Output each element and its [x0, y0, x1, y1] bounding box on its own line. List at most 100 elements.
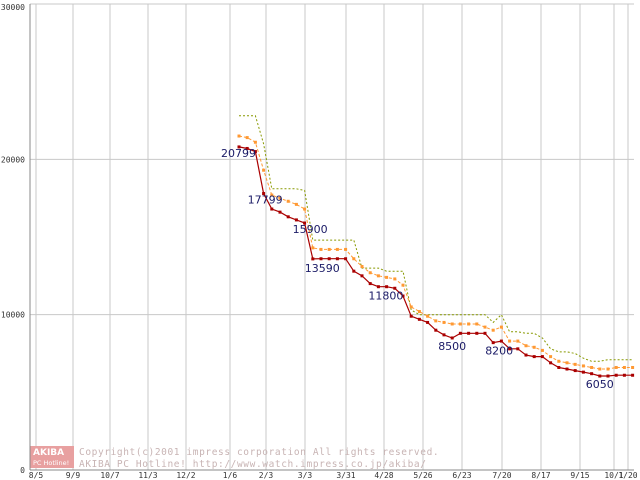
series-marker-avg: [401, 283, 405, 287]
series-marker-avg: [434, 319, 438, 323]
series-marker-avg: [335, 247, 339, 251]
x-tick-label: 10/1: [604, 471, 623, 480]
series-marker-min: [417, 317, 421, 321]
series-marker-min: [614, 373, 618, 377]
series-marker-avg: [499, 325, 503, 329]
series-marker-min: [368, 282, 372, 286]
series-marker-avg: [467, 322, 471, 326]
series-marker-min: [434, 328, 438, 332]
series-marker-min: [409, 314, 413, 318]
x-tick-label: 5/26: [413, 471, 432, 480]
series-marker-avg: [508, 339, 512, 343]
series-marker-avg: [270, 193, 274, 197]
series-marker-avg: [540, 348, 544, 352]
data-label: 13590: [305, 262, 340, 275]
x-tick-label: 8/5: [29, 471, 44, 480]
series-marker-avg: [524, 344, 528, 348]
x-tick-label: 4/28: [374, 471, 393, 480]
x-tick-label: 1/20: [618, 471, 637, 480]
data-label: 17799: [248, 194, 283, 207]
y-tick-label: 0: [20, 466, 25, 475]
series-marker-avg: [458, 322, 462, 326]
series-marker-min: [294, 218, 298, 222]
series-marker-min: [491, 341, 495, 345]
series-marker-min: [335, 257, 339, 261]
series-marker-min: [237, 145, 241, 149]
series-marker-min: [524, 353, 528, 357]
series-marker-avg: [286, 199, 290, 203]
x-tick-label: 12/2: [176, 471, 195, 480]
data-series: [237, 115, 635, 378]
series-marker-min: [516, 347, 520, 351]
y-tick-label: 30000: [1, 3, 25, 12]
x-tick-label: 7/20: [492, 471, 511, 480]
data-label: 20799: [221, 147, 256, 160]
series-marker-min: [401, 294, 405, 298]
series-marker-avg: [573, 362, 577, 366]
series-marker-min: [475, 331, 479, 335]
series-marker-min: [549, 361, 553, 365]
series-marker-avg: [376, 274, 380, 278]
series-marker-min: [344, 257, 348, 261]
x-axis-ticks: 8/5 9/9 10/7 11/3 12/2 1/6 2/3 3/3 3/31 4/28 5/26 6…: [29, 471, 638, 480]
series-marker-min: [631, 373, 635, 377]
data-label: 15900: [293, 223, 328, 236]
x-tick-label: 3/31: [336, 471, 355, 480]
series-marker-avg: [278, 196, 282, 200]
series-marker-avg: [393, 277, 397, 281]
series-marker-min: [483, 331, 487, 335]
series-marker-min: [319, 257, 323, 261]
watermark-logo-box: [30, 446, 74, 468]
series-marker-avg: [319, 247, 323, 251]
data-labels: 20799 17799 15900 13590 11800 8500 8200 6050: [221, 147, 614, 391]
series-marker-avg: [565, 361, 569, 365]
series-marker-avg: [614, 365, 618, 369]
series-marker-avg: [327, 247, 331, 251]
x-tick-label: 9/15: [570, 471, 589, 480]
series-marker-avg: [237, 134, 241, 138]
series-marker-min: [565, 367, 569, 371]
series-marker-avg: [631, 365, 635, 369]
series-marker-min: [581, 370, 585, 374]
series-marker-min: [540, 355, 544, 359]
series-marker-min: [590, 372, 594, 376]
series-marker-min: [360, 274, 364, 278]
series-marker-min: [352, 269, 356, 273]
x-tick-label: 2/3: [259, 471, 274, 480]
y-tick-label: 10000: [1, 311, 25, 320]
series-marker-avg: [483, 325, 487, 329]
copyright-watermark: AKIBA PC Hotline! Copyright(c)2001 impre…: [30, 446, 439, 470]
series-marker-avg: [549, 355, 553, 359]
series-marker-min: [467, 331, 471, 335]
series-marker-avg: [311, 246, 315, 250]
series-marker-min: [327, 257, 331, 261]
series-marker-avg: [606, 367, 610, 371]
series-marker-avg: [475, 322, 479, 326]
watermark-logo-sub: PC Hotline!: [33, 459, 69, 467]
series-marker-min: [245, 146, 249, 150]
copyright-line-1: Copyright(c)2001 impress corporation All…: [79, 447, 439, 458]
series-marker-min: [598, 374, 602, 378]
y-axis-ticks: 30000 20000 10000 0: [1, 3, 25, 475]
y-tick-label: 20000: [1, 155, 25, 164]
series-marker-min: [508, 347, 512, 351]
series-marker-min: [270, 207, 274, 211]
series-marker-avg: [590, 365, 594, 369]
series-marker-min: [557, 365, 561, 369]
data-label: 11800: [368, 290, 403, 303]
data-label: 8500: [438, 340, 466, 353]
series-line-max: [239, 115, 633, 362]
series-marker-avg: [385, 275, 389, 279]
series-marker-avg: [245, 136, 249, 140]
series-marker-min: [458, 331, 462, 335]
series-marker-min: [311, 257, 315, 261]
series-marker-min: [426, 320, 430, 324]
series-marker-avg: [491, 328, 495, 332]
series-marker-avg: [262, 168, 266, 172]
series-marker-min: [262, 192, 266, 196]
series-marker-min: [253, 150, 257, 154]
series-marker-avg: [516, 339, 520, 343]
series-marker-min: [606, 374, 610, 378]
series-marker-min: [385, 285, 389, 289]
